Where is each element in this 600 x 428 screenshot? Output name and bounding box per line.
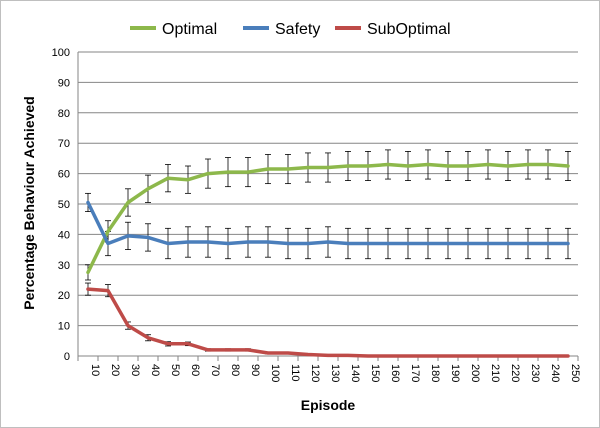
y-tick-label: 20 [58, 290, 70, 302]
y-tick-label: 0 [64, 351, 70, 363]
error-bars [85, 149, 571, 356]
y-tick-label: 10 [58, 321, 70, 333]
y-tick-label: 100 [52, 47, 70, 59]
x-tick-label: 250 [569, 364, 581, 382]
legend-label: SubOptimal [367, 21, 451, 38]
legend-entry-safety: Safety [243, 21, 320, 38]
x-tick-label: 120 [309, 364, 321, 382]
x-tick-label: 100 [269, 364, 281, 382]
x-tick-label: 220 [509, 364, 521, 382]
x-tick-label: 110 [289, 364, 301, 382]
series-line-optimal [86, 162, 570, 275]
legend-label: Optimal [162, 21, 217, 38]
legend-entry-suboptimal: SubOptimal [335, 21, 451, 38]
gridlines [78, 51, 578, 327]
legend: Optimal Safety SubOptimal [130, 21, 451, 38]
x-tick-label: 210 [489, 364, 501, 382]
series-line-safety [86, 200, 570, 246]
x-tick-label: 160 [389, 364, 401, 382]
x-tick-label: 240 [549, 364, 561, 382]
y-tick-label: 30 [58, 260, 70, 272]
x-tick-label: 140 [349, 364, 361, 382]
x-axis-title: Episode [301, 397, 356, 413]
legend-entry-optimal: Optimal [130, 21, 217, 38]
y-tick-label: 40 [58, 229, 70, 241]
x-tick-label: 130 [329, 364, 341, 382]
x-tick-label: 150 [369, 364, 381, 382]
y-tick-label: 80 [58, 108, 70, 120]
x-tick-label: 70 [209, 364, 221, 376]
x-tick-labels: 10 20 30 40 50 60 70 80 90 100 110 120 130 140 150 160 1… [89, 364, 581, 382]
x-tick-label: 50 [169, 364, 181, 376]
x-tick-label: 90 [249, 364, 261, 376]
series-lines [86, 162, 570, 358]
x-tick-label: 180 [429, 364, 441, 382]
axes [77, 52, 579, 361]
x-tick-label: 10 [89, 364, 101, 376]
x-tick-label: 200 [469, 364, 481, 382]
y-tick-label: 90 [58, 77, 70, 89]
x-tick-label: 80 [229, 364, 241, 376]
x-tick-label: 30 [129, 364, 141, 376]
x-tick-label: 60 [189, 364, 201, 376]
x-tick-label: 20 [109, 364, 121, 376]
legend-label: Safety [275, 21, 320, 38]
y-axis-title: Percentage Behaviour Achieved [21, 96, 37, 309]
y-tick-label: 60 [58, 169, 70, 181]
x-tick-label: 40 [149, 364, 161, 376]
series-line-suboptimal [86, 287, 570, 358]
x-tick-label: 170 [409, 364, 421, 382]
y-tick-label: 70 [58, 138, 70, 150]
y-tick-label: 50 [58, 199, 70, 211]
y-tick-labels: 0 10 20 30 40 50 60 70 80 90 100 [52, 47, 70, 363]
x-tick-label: 190 [449, 364, 461, 382]
x-tick-label: 230 [529, 364, 541, 382]
